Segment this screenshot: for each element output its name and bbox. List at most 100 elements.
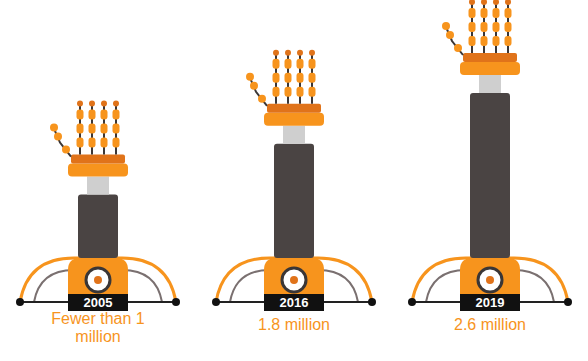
wrist bbox=[479, 75, 501, 93]
finger-joint bbox=[481, 8, 488, 18]
thumb bbox=[446, 27, 463, 55]
finger-joint bbox=[309, 59, 316, 69]
finger-tip bbox=[481, 0, 487, 5]
finger-joint bbox=[273, 73, 280, 83]
base-dot bbox=[172, 298, 180, 306]
shoulder-pin bbox=[94, 276, 102, 284]
thumb bbox=[250, 78, 267, 106]
finger-tip bbox=[89, 101, 95, 107]
finger-tip bbox=[493, 0, 499, 5]
wrist-ring bbox=[460, 62, 520, 75]
palm-plate bbox=[71, 155, 125, 164]
thumb bbox=[54, 129, 71, 157]
chart: 2005Fewer than 1million 2016 1.8 million 20… bbox=[0, 0, 588, 361]
finger-joint bbox=[113, 138, 120, 148]
finger-joint bbox=[285, 59, 292, 69]
shoulder-joint bbox=[478, 268, 502, 292]
thumb-joint bbox=[446, 31, 454, 39]
palm-plate bbox=[463, 53, 517, 62]
finger-tip bbox=[309, 50, 315, 56]
finger-joint bbox=[481, 36, 488, 46]
thumb-joint bbox=[250, 82, 258, 90]
shoulder-pin bbox=[290, 276, 298, 284]
finger-tip bbox=[297, 50, 303, 56]
wrist-ring bbox=[264, 113, 324, 126]
finger-tip bbox=[273, 50, 279, 56]
wrist bbox=[283, 126, 305, 144]
value-label: 2.6 million bbox=[454, 316, 526, 333]
bars bbox=[78, 93, 510, 258]
category-label: 2016 bbox=[280, 295, 309, 310]
base-dot bbox=[212, 298, 220, 306]
category-label: 2005 bbox=[84, 295, 113, 310]
bar bbox=[274, 144, 314, 258]
finger-joint bbox=[89, 124, 96, 134]
hand bbox=[50, 101, 128, 195]
finger-joint bbox=[297, 59, 304, 69]
finger-joint bbox=[505, 22, 512, 32]
finger-joint bbox=[493, 8, 500, 18]
palm-plate bbox=[267, 104, 321, 113]
base-dot bbox=[408, 298, 416, 306]
finger-joint bbox=[469, 22, 476, 32]
finger-tip bbox=[101, 101, 107, 107]
thumb-joint bbox=[258, 95, 266, 103]
year-box bbox=[68, 294, 128, 311]
value-label-line: 1.8 million bbox=[258, 316, 330, 333]
finger-joint bbox=[493, 22, 500, 32]
thumb-joint bbox=[442, 22, 450, 30]
thumb-joint bbox=[246, 73, 254, 81]
finger-joint bbox=[101, 124, 108, 134]
finger-joint bbox=[493, 36, 500, 46]
thumb-joint bbox=[50, 124, 58, 132]
shoulder-pin bbox=[486, 276, 494, 284]
finger-tip bbox=[505, 0, 511, 5]
finger-joint bbox=[481, 22, 488, 32]
value-label: Fewer than 1million bbox=[51, 310, 144, 345]
finger-joint bbox=[309, 73, 316, 83]
finger-joint bbox=[89, 110, 96, 120]
bar bbox=[78, 195, 118, 258]
hand bbox=[246, 50, 324, 144]
base-dot bbox=[16, 298, 24, 306]
finger-joint bbox=[89, 138, 96, 148]
finger-joint bbox=[297, 87, 304, 97]
category-label: 2019 bbox=[476, 295, 505, 310]
wrist bbox=[87, 177, 109, 195]
finger-joint bbox=[77, 124, 84, 134]
shoulders bbox=[68, 258, 520, 311]
finger-joint bbox=[77, 138, 84, 148]
labels: 2005Fewer than 1million 2016 1.8 million 20… bbox=[51, 295, 526, 345]
value-label-line: Fewer than 1 bbox=[51, 310, 144, 327]
finger-joint bbox=[101, 110, 108, 120]
finger-joint bbox=[469, 36, 476, 46]
value-label-line: 2.6 million bbox=[454, 316, 526, 333]
finger-tip bbox=[469, 0, 475, 5]
thumb-joint bbox=[454, 44, 462, 52]
shoulder-joint bbox=[282, 268, 306, 292]
finger-joint bbox=[285, 73, 292, 83]
shoulder-joint bbox=[86, 268, 110, 292]
finger-joint bbox=[77, 110, 84, 120]
finger-joint bbox=[505, 8, 512, 18]
value-label: 1.8 million bbox=[258, 316, 330, 333]
finger-joint bbox=[273, 87, 280, 97]
finger-joint bbox=[297, 73, 304, 83]
wrist-ring bbox=[68, 164, 128, 177]
finger-tip bbox=[77, 101, 83, 107]
base-dot bbox=[368, 298, 376, 306]
finger-joint bbox=[113, 124, 120, 134]
finger-joint bbox=[101, 138, 108, 148]
finger-tip bbox=[285, 50, 291, 56]
thumb-joint bbox=[54, 133, 62, 141]
finger-joint bbox=[113, 110, 120, 120]
base-dot bbox=[564, 298, 572, 306]
finger-joint bbox=[505, 36, 512, 46]
hands bbox=[50, 0, 520, 195]
bar bbox=[470, 93, 510, 258]
year-box bbox=[460, 294, 520, 311]
finger-joint bbox=[469, 8, 476, 18]
finger-joint bbox=[285, 87, 292, 97]
year-box bbox=[264, 294, 324, 311]
value-label-line: million bbox=[75, 328, 120, 345]
